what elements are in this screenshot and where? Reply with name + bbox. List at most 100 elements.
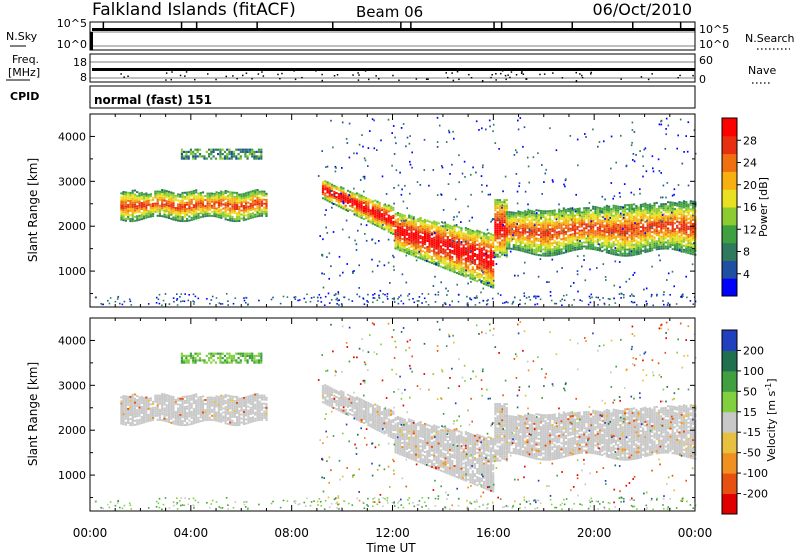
power-echo-cell <box>680 215 683 218</box>
power-echo-cell <box>619 226 622 229</box>
power-echo-cell <box>671 230 674 232</box>
power-speckle <box>485 253 487 255</box>
power-echo-cell <box>236 191 239 194</box>
power-echo-cell <box>682 204 686 207</box>
power-speckle <box>352 272 354 274</box>
power-speckle <box>646 219 648 222</box>
power-speckle <box>601 195 604 198</box>
power-echo-cell <box>435 243 438 246</box>
power-speckle <box>645 287 648 290</box>
power-clutter <box>245 296 247 299</box>
power-speckle <box>334 170 337 173</box>
power-echo-cell <box>215 213 218 216</box>
power-echo-cell <box>630 240 633 243</box>
power-echo-cell <box>428 220 431 223</box>
power-echo-cell <box>156 214 159 217</box>
power-echo-cell <box>199 210 202 213</box>
power-echo-cell <box>177 213 180 216</box>
power-echo-cell <box>346 195 350 198</box>
power-echo-cell <box>546 242 549 245</box>
power-speckle <box>572 282 575 284</box>
power-echo-cell <box>612 206 615 209</box>
power-clutter <box>650 295 653 298</box>
power-echo-cell <box>181 220 184 223</box>
power-echo-cell <box>340 196 343 199</box>
power-echo-cell <box>444 267 447 270</box>
power-echo-cell <box>619 236 622 239</box>
power-echo-cell <box>453 238 456 241</box>
power-echo-cell <box>183 212 186 214</box>
power-echo-cell <box>605 209 608 211</box>
power-echo-cell <box>455 265 458 268</box>
power-speckle <box>561 215 563 217</box>
power-echo-cell <box>469 235 472 237</box>
power-echo-cell <box>621 240 624 243</box>
power-echo-cell <box>664 233 667 236</box>
power-echo-cell <box>167 213 171 215</box>
power-echo-cell <box>122 203 125 206</box>
power-echo-cell <box>644 243 647 245</box>
power-echo-cell <box>124 207 127 210</box>
power-echo-cell <box>469 257 472 260</box>
power-echo-cell <box>426 240 429 242</box>
power-echo-cell <box>401 248 404 251</box>
power-echo-cell <box>403 216 406 219</box>
power-echo-cell <box>610 212 613 215</box>
power-echo-cell <box>167 200 171 203</box>
power-echo-cell <box>433 230 436 233</box>
power-echo-cell <box>685 225 688 228</box>
power-echo-cell <box>152 211 155 213</box>
power-echo-cell <box>653 222 656 225</box>
power-echo-cell <box>594 206 597 209</box>
power-echo-cell <box>583 235 586 238</box>
power-echo-cell <box>189 150 192 153</box>
power-echo-cell <box>328 196 331 199</box>
nave-dot <box>301 76 303 79</box>
power-echo-cell <box>621 208 624 211</box>
power-echo-cell <box>619 244 622 247</box>
power-speckle <box>319 235 321 237</box>
power-echo-cell <box>387 228 390 231</box>
power-echo-cell <box>333 203 336 205</box>
power-echo-cell <box>419 219 422 222</box>
power-echo-cell <box>147 193 150 196</box>
power-echo-cell <box>399 237 402 240</box>
power-echo-cell <box>186 195 189 198</box>
power-echo-cell <box>233 206 236 208</box>
power-echo-cell <box>664 229 667 232</box>
power-echo-cell <box>190 212 193 215</box>
power-echo-cell <box>421 254 424 257</box>
power-echo-cell <box>211 198 214 201</box>
power-clutter <box>550 299 553 302</box>
power-echo-cell <box>505 211 509 214</box>
power-echo-cell <box>562 215 565 218</box>
power-echo-cell <box>131 208 134 210</box>
power-echo-cell <box>399 233 402 236</box>
power-echo-cell <box>503 225 506 228</box>
power-echo-cell <box>260 150 263 153</box>
power-echo-cell <box>639 220 642 223</box>
power-echo-cell <box>246 150 249 153</box>
power-echo-cell <box>685 211 688 214</box>
power-echo-cell <box>492 252 495 255</box>
power-echo-cell <box>485 269 488 272</box>
power-echo-cell <box>260 192 264 195</box>
power-echo-cell <box>623 222 627 225</box>
power-echo-cell <box>417 256 420 259</box>
power-clutter <box>519 303 521 305</box>
power-echo-cell <box>501 251 504 254</box>
power-echo-cell <box>535 249 538 252</box>
power-echo-cell <box>639 242 642 245</box>
power-speckle <box>376 149 378 151</box>
power-echo-cell <box>599 247 602 250</box>
power-echo-cell <box>226 196 230 199</box>
power-echo-cell <box>560 218 563 221</box>
power-speckle <box>456 283 458 286</box>
power-echo-cell <box>662 237 665 240</box>
power-echo-cell <box>642 211 645 214</box>
power-echo-cell <box>489 281 492 284</box>
velocity-echo-cell <box>127 397 130 400</box>
power-echo-cell <box>245 200 248 203</box>
power-echo-cell <box>605 229 608 232</box>
power-speckle <box>516 151 518 154</box>
